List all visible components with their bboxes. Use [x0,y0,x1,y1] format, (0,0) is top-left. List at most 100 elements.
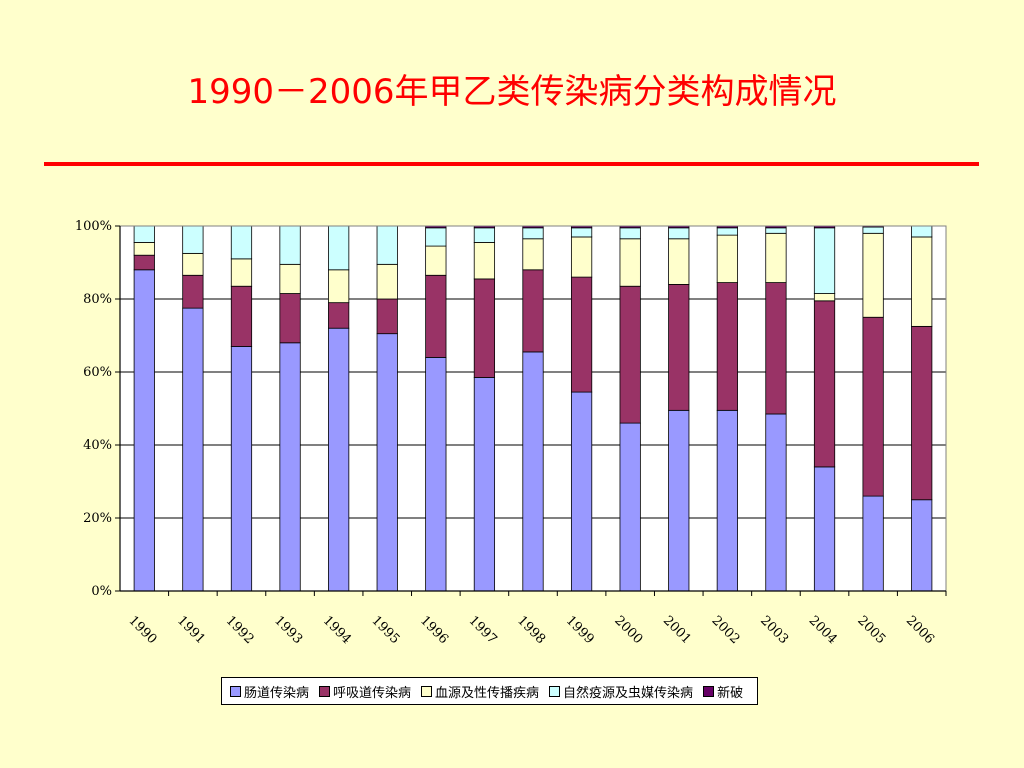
legend-label: 自然疫源及虫媒传染病 [563,685,694,701]
bar-segment [182,225,204,254]
bar-segment [473,227,496,243]
legend-item: 肠道传染病 [226,682,309,701]
bar-segment [328,269,350,304]
bar-segment [230,225,253,260]
bar-segment [570,236,593,278]
y-tick-label: 80% [83,292,112,307]
bar-segment [813,466,836,592]
bar-segment [230,285,253,347]
x-tick-label: 2005 [854,613,888,647]
bar-segment [279,263,301,294]
x-tick-label: 1999 [563,613,597,647]
bar-segment [376,298,398,335]
bar-segment [133,254,155,271]
bar-segment [668,283,690,411]
bar-segment [570,227,593,238]
bar-segment [765,232,787,283]
bar-segment [765,282,787,415]
x-tick-label: 1993 [271,613,305,647]
bar-segment [570,276,593,393]
slide-title: 1990－2006年甲乙类传染病分类构成情况 [187,72,837,112]
bar-segment [813,293,836,302]
legend-swatch [549,685,561,697]
bar-segment [473,377,496,592]
bar-segment [425,356,447,592]
bar-segment [473,278,496,378]
bar-segment [376,333,398,592]
bar-segment [668,409,690,592]
bar-segment [182,252,204,276]
bar-segment [522,227,544,240]
legend-label: 血源及性传播疾病 [435,685,540,701]
y-tick-label: 60% [83,365,112,380]
y-tick-label: 0% [91,584,112,599]
bar-segment [182,307,204,592]
bar-segment [911,499,933,592]
legend: 肠道传染病 呼吸道传染病 血源及性传播疾病 自然疫源及虫媒传染病 新破 [221,677,759,705]
legend-item: 血源及性传播疾病 [417,682,539,701]
x-tick-label: 1998 [514,613,548,647]
bar-segment [619,238,641,287]
legend-swatch [703,685,715,697]
bar-segment [425,245,447,276]
bar-segment [570,391,593,592]
y-tick-label: 20% [83,511,112,526]
bar-segment [619,422,641,592]
legend-label: 肠道传染病 [244,685,310,701]
bar-segment [133,242,155,256]
bar-segment [911,225,933,238]
legend-swatch [319,685,331,697]
legend-label: 呼吸道传染病 [333,685,412,701]
legend-label: 新破 [717,685,744,701]
bar-segment [230,346,253,592]
legend-swatch [421,685,433,697]
x-tick-label: 2002 [709,613,743,647]
bar-segment [813,227,836,294]
bar-segment [473,242,496,280]
x-tick-label: 2004 [806,613,840,647]
x-tick-label: 1990 [125,613,159,647]
x-tick-label: 2003 [757,613,791,647]
bar-segment [522,238,544,271]
x-tick-label: 1996 [417,613,451,647]
bar-segment [133,269,155,592]
bar-segment [133,225,155,243]
stacked-bar-chart: 0%20%40%60%80%100% 1990 1991 1992 1993 1994 1… [75,219,947,647]
title-underline [44,162,979,166]
x-tick-label: 1997 [466,613,500,647]
x-tick-label: 2001 [660,613,694,647]
bar-segment [668,227,690,240]
x-tick-label: 1994 [320,613,354,647]
x-tick-label: 1992 [223,613,257,647]
bar-segment [522,351,544,592]
x-tick-label: 1991 [174,613,208,647]
x-axis-labels: 1990 1991 1992 1993 1994 1995 1996 1997 1998 1999… [125,591,947,647]
bar-segment [328,225,350,271]
y-tick-label: 40% [83,438,112,453]
bar-segment [716,282,738,411]
x-tick-label: 2006 [903,613,937,647]
bar-segment [279,342,301,592]
bar-segment [279,293,301,344]
bar-segment [716,227,738,236]
bar-segment [862,232,884,318]
x-tick-label: 1995 [368,613,402,647]
bar-segment [376,263,398,300]
y-tick-label: 100% [75,219,112,234]
bar-segment [279,225,301,265]
y-axis-ticks: 0% 20% 40% 60% 80% 100% [75,219,120,599]
bar-segment [862,226,884,234]
bar-segment [862,316,884,497]
bar-segment [765,413,787,592]
bar-segment [716,409,738,592]
bar-segment [328,302,350,329]
bar-segment [425,274,447,358]
bar-segment [862,495,884,592]
bar-segment [668,238,690,285]
bar-segment [716,234,738,283]
legend-item: 呼吸道传染病 [315,682,411,701]
bar-segment [376,225,398,265]
bar-segment [522,269,544,353]
legend-swatch [230,685,241,697]
